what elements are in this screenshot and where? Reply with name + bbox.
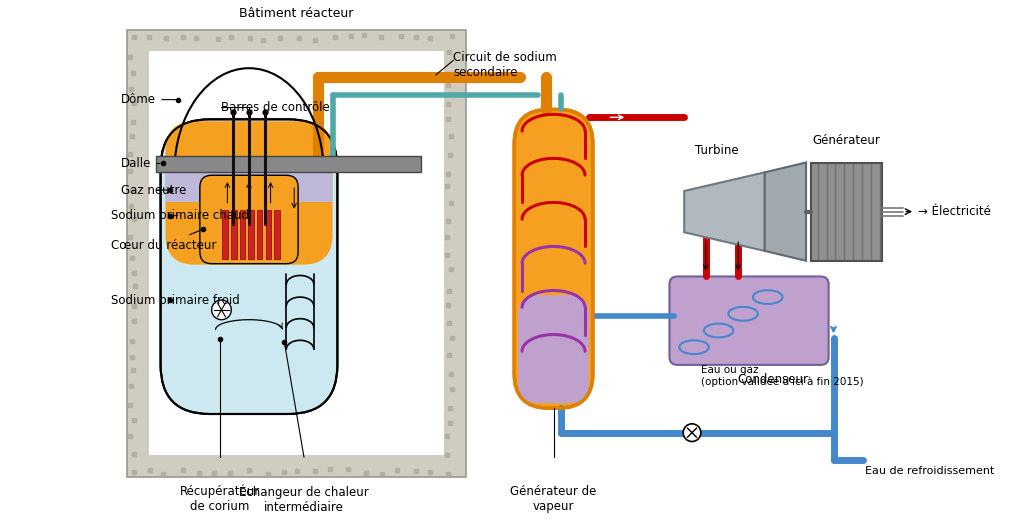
Bar: [811, 162, 882, 261]
Bar: [257, 210, 262, 259]
Text: Barres de contrôle: Barres de contrôle: [221, 101, 330, 114]
FancyBboxPatch shape: [514, 110, 593, 408]
Text: Eau de refroidissement: Eau de refroidissement: [865, 466, 994, 476]
Bar: [274, 210, 280, 259]
FancyBboxPatch shape: [518, 295, 589, 403]
Bar: [166, 172, 333, 202]
Text: Générateur: Générateur: [812, 134, 881, 147]
Text: Cœur du réacteur: Cœur du réacteur: [112, 230, 217, 252]
Bar: [240, 210, 245, 259]
Text: → Électricité: → Électricité: [918, 205, 991, 218]
FancyBboxPatch shape: [166, 121, 333, 265]
Text: Échangeur de chaleur
intermédiaire: Échangeur de chaleur intermédiaire: [240, 485, 369, 514]
Polygon shape: [684, 172, 765, 251]
Text: Générateur de
vapeur: Générateur de vapeur: [510, 485, 597, 513]
FancyBboxPatch shape: [161, 120, 337, 414]
Text: Sodium primaire froid: Sodium primaire froid: [112, 293, 241, 306]
Bar: [265, 210, 271, 259]
Text: Circuit de sodium
secondaire: Circuit de sodium secondaire: [454, 51, 557, 78]
Text: Turbine: Turbine: [694, 144, 738, 157]
FancyBboxPatch shape: [200, 175, 298, 264]
Text: Condenseur: Condenseur: [737, 373, 808, 386]
Bar: [222, 210, 228, 259]
Text: Gaz neutre: Gaz neutre: [121, 184, 186, 196]
Text: Bâtiment réacteur: Bâtiment réacteur: [240, 7, 354, 20]
Bar: [148, 52, 444, 455]
Text: Dalle: Dalle: [121, 157, 160, 170]
Circle shape: [683, 424, 700, 442]
Bar: [249, 210, 254, 259]
Bar: [156, 156, 421, 172]
Text: Récupérateur
de corium: Récupérateur de corium: [179, 485, 260, 513]
Bar: [127, 30, 466, 477]
Text: Eau ou gaz
(option validée d'ici à fin 2015): Eau ou gaz (option validée d'ici à fin 2…: [700, 365, 863, 387]
Text: Sodium primaire chaud: Sodium primaire chaud: [112, 209, 250, 222]
Circle shape: [212, 300, 231, 319]
FancyBboxPatch shape: [670, 277, 828, 365]
Polygon shape: [765, 162, 806, 261]
Bar: [231, 210, 237, 259]
Text: Dôme: Dôme: [121, 93, 175, 106]
